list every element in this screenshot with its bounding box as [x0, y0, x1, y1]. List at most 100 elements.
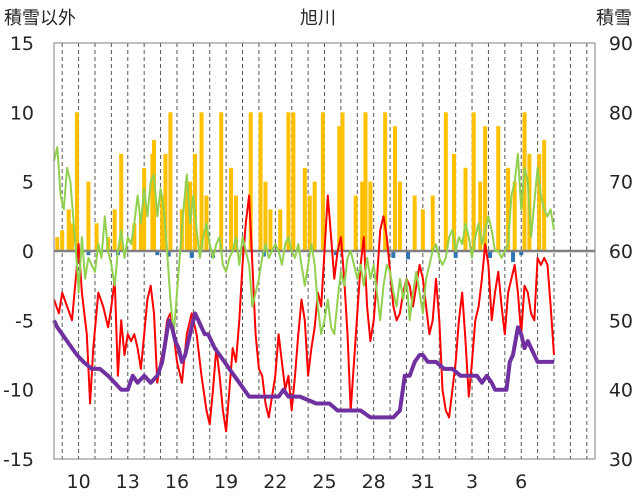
bar-mark: [291, 112, 296, 251]
temperature-line: [53, 194, 555, 433]
bar-mark: [86, 181, 91, 251]
bar-mark: [142, 167, 147, 251]
right-tick-label: 60: [609, 241, 633, 263]
right-tick-label: 90: [609, 33, 633, 55]
bar-mark: [155, 251, 160, 256]
bar-mark: [86, 251, 91, 256]
bar-mark: [138, 216, 143, 251]
bar-mark: [519, 251, 524, 256]
bar-mark: [219, 112, 224, 251]
bar-mark: [233, 195, 238, 251]
snow-depth-line: [52, 311, 554, 420]
bar-mark: [471, 112, 476, 251]
bar-mark: [463, 167, 468, 251]
right-axis-title: 積雪: [596, 8, 632, 29]
bar-mark: [199, 112, 204, 251]
bar-mark: [478, 181, 483, 251]
bar-mark: [268, 209, 273, 251]
bar-mark: [452, 153, 457, 251]
x-tick-label: 6: [515, 471, 527, 493]
bar-mark: [312, 181, 317, 251]
bar-mark: [184, 181, 189, 251]
left-tick-label: -15: [3, 449, 34, 471]
bar-mark: [70, 223, 75, 251]
bar-mark: [506, 167, 511, 251]
x-tick-label: 22: [263, 471, 287, 493]
right-tick-label: 40: [609, 380, 633, 402]
bar-mark: [168, 112, 173, 251]
x-tick-label: 31: [411, 471, 435, 493]
bar-mark: [320, 112, 325, 251]
plot-frame: [53, 42, 596, 460]
bar-mark: [391, 251, 396, 258]
x-tick-label: 10: [66, 471, 90, 493]
left-tick-label: -10: [3, 380, 34, 402]
plot-border: [53, 42, 596, 460]
bar-mark: [397, 181, 402, 251]
bar-mark: [132, 223, 137, 251]
bar-mark: [112, 209, 117, 251]
bar-mark: [522, 112, 527, 251]
x-tick-label: 13: [116, 471, 140, 493]
bar-mark: [383, 112, 388, 251]
bar-mark: [496, 126, 501, 251]
left-tick-label: 5: [22, 172, 34, 194]
bar-mark: [74, 112, 79, 251]
bar-mark: [307, 195, 312, 251]
bar-mark: [258, 112, 263, 251]
bar-mark: [412, 195, 417, 251]
bar-mark: [229, 167, 234, 251]
bar-mark: [406, 251, 411, 260]
bar-mark: [248, 112, 253, 251]
chart-title: 旭川: [300, 8, 336, 29]
bar-mark: [94, 223, 99, 251]
x-tick-label: 3: [466, 471, 478, 493]
bar-mark: [360, 181, 365, 251]
bar-mark: [286, 112, 291, 251]
x-tick-label: 16: [165, 471, 189, 493]
axis-labels: 旭川 積雪以外 積雪 151050-5-10-15908070605040301…: [3, 8, 633, 493]
left-tick-label: 15: [10, 33, 34, 55]
bar-mark: [363, 112, 368, 251]
left-tick-label: 10: [10, 102, 34, 124]
bar-mark: [340, 112, 345, 251]
bar-mark: [166, 251, 171, 257]
bar-mark: [488, 251, 493, 258]
bar-mark: [160, 195, 165, 251]
x-tick-label: 19: [214, 471, 238, 493]
bar-mark: [152, 140, 157, 251]
bar-mark: [189, 251, 194, 258]
left-tick-label: 0: [22, 241, 34, 263]
bar-mark: [60, 230, 65, 251]
bar-mark: [263, 181, 268, 251]
bar-mark: [333, 251, 338, 256]
bar-mark: [66, 209, 71, 251]
bar-mark: [337, 126, 342, 251]
bar-mark: [453, 251, 458, 258]
left-axis-title: 積雪以外: [4, 8, 76, 29]
right-tick-label: 50: [609, 310, 633, 332]
bar-mark: [368, 181, 373, 251]
bar-mark: [443, 112, 448, 251]
bar-mark: [483, 126, 488, 251]
left-tick-label: -5: [15, 310, 34, 332]
bar-mark: [542, 140, 547, 251]
bar-mark: [537, 153, 542, 251]
right-tick-label: 30: [609, 449, 633, 471]
wind-line: [53, 146, 555, 336]
bar-mark: [278, 209, 283, 251]
bar-mark: [119, 153, 124, 251]
bar-mark: [192, 153, 197, 251]
right-tick-label: 80: [609, 102, 633, 124]
line-layer: [52, 146, 595, 433]
bar-mark: [353, 195, 358, 251]
bar-mark: [511, 251, 516, 263]
bar-mark: [55, 237, 60, 251]
bar-mark: [512, 181, 517, 251]
x-tick-label: 28: [362, 471, 386, 493]
bar-mark: [302, 167, 307, 251]
bar-mark: [163, 153, 168, 251]
x-tick-label: 25: [312, 471, 336, 493]
